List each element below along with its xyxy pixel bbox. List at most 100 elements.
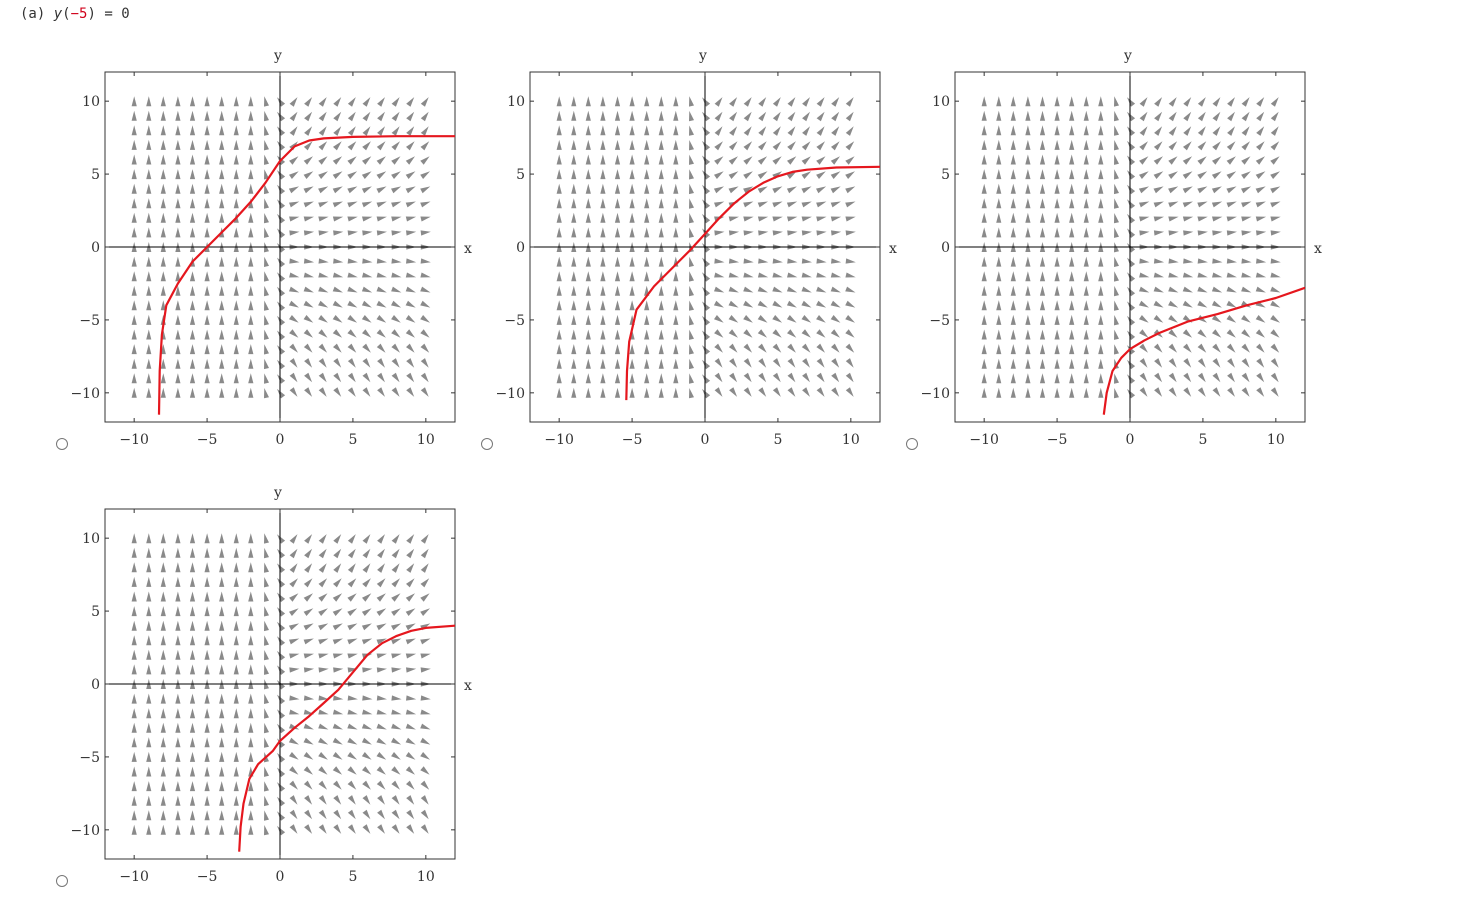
slope-arrow (658, 96, 664, 107)
slope-arrow (673, 139, 679, 150)
slope-arrow (1098, 125, 1104, 136)
slope-arrow (420, 156, 430, 165)
slope-arrow (189, 285, 196, 296)
slope-arrow (304, 358, 313, 368)
slope-arrow (571, 183, 577, 194)
slope-arrow (146, 766, 152, 777)
slope-arrow (996, 387, 1002, 398)
slope-arrow (801, 272, 812, 278)
slope-arrow (248, 183, 254, 194)
slope-arrow (845, 372, 854, 383)
slope-arrow (347, 343, 357, 353)
slope-arrow (131, 737, 137, 748)
slope-arrow (347, 97, 356, 107)
option-2[interactable]: −10 −5 0 5 10 10 5 0 −5 −10 y x (481, 40, 901, 480)
slope-arrow (714, 111, 723, 122)
slope-arrow (1039, 271, 1046, 282)
slope-arrow (1153, 156, 1163, 165)
slope-arrow (303, 578, 313, 588)
slope-arrow (996, 314, 1002, 325)
slope-arrow (264, 285, 269, 297)
slope-arrow (1182, 329, 1193, 338)
slope-arrow (219, 591, 225, 602)
slope-arrow (233, 169, 239, 180)
slope-arrow (571, 227, 577, 238)
slope-arrow (277, 170, 286, 180)
slope-arrow (1138, 300, 1149, 308)
radio-button[interactable] (56, 438, 68, 450)
slope-arrow (219, 606, 225, 617)
slope-arrow (1039, 154, 1046, 165)
slope-arrow (175, 766, 181, 777)
slope-arrow (1256, 126, 1265, 136)
slope-arrow (248, 125, 254, 136)
slope-arrow (131, 96, 137, 107)
slope-arrow (347, 286, 358, 293)
slope-arrow (614, 373, 621, 384)
slope-arrow (585, 358, 591, 369)
slope-arrow (1127, 228, 1136, 238)
slope-arrow (673, 154, 679, 165)
slope-arrow (303, 766, 313, 775)
x-axis-label: x (464, 678, 472, 694)
y-tick-label: −5 (79, 750, 100, 766)
slope-arrow (845, 186, 856, 194)
slope-arrow (146, 533, 152, 544)
slope-arrow (264, 591, 269, 602)
slope-arrow (644, 198, 650, 209)
slope-arrow (1139, 358, 1148, 368)
y-tick-label: 0 (516, 240, 525, 256)
slope-arrow (1098, 256, 1104, 267)
slope-arrow (146, 212, 152, 223)
slope-arrow (264, 781, 269, 792)
slope-arrow (981, 314, 987, 325)
slope-arrow (377, 97, 385, 107)
slope-arrow (289, 638, 300, 645)
slope-arrow (405, 286, 416, 293)
slope-arrow (743, 343, 753, 353)
slope-arrow (362, 230, 373, 236)
slope-arrow (233, 824, 239, 835)
slope-arrow (420, 766, 430, 775)
slope-arrow (845, 300, 856, 308)
slope-arrow (160, 300, 166, 311)
slope-arrow (131, 256, 137, 267)
slope-arrow (175, 256, 181, 267)
slope-arrow (420, 667, 431, 673)
slope-arrow (1098, 300, 1104, 311)
slope-arrow (248, 169, 254, 180)
slope-arrow (644, 227, 650, 238)
slope-arrow (391, 343, 400, 353)
slope-arrow (1255, 315, 1266, 323)
slope-arrow (406, 809, 415, 820)
radio-button[interactable] (481, 438, 493, 450)
slope-arrow (702, 111, 711, 122)
slope-arrow (816, 372, 825, 383)
slope-arrow (658, 154, 664, 165)
slope-arrow (571, 344, 577, 355)
slope-arrow (728, 216, 739, 222)
option-3[interactable]: −10 −5 0 5 10 10 5 0 −5 −10 y x (906, 40, 1326, 480)
slope-arrow (714, 126, 723, 136)
radio-button[interactable] (56, 875, 68, 887)
radio-button[interactable] (906, 438, 918, 450)
option-1[interactable]: −10 −5 0 5 10 10 5 0 −5 −10 y x (56, 40, 476, 480)
slope-arrow (996, 169, 1002, 180)
slope-arrow (1211, 286, 1223, 293)
slope-arrow (189, 373, 196, 384)
slope-arrow (845, 286, 856, 293)
slope-arrow (289, 824, 298, 834)
slope-arrow (391, 824, 400, 834)
slope-arrow (585, 154, 591, 165)
slope-arrow (585, 329, 591, 340)
option-4[interactable]: −10 −5 0 5 10 10 5 0 −5 −10 y x (56, 477, 476, 917)
slope-arrow (160, 606, 166, 617)
slope-arrow (689, 285, 694, 297)
slope-arrow (600, 227, 606, 238)
slope-arrow (571, 256, 577, 267)
slope-arrow (801, 329, 811, 338)
slope-arrow (1168, 286, 1179, 293)
slope-arrow (1069, 271, 1075, 282)
slope-arrow (787, 329, 797, 338)
slope-arrow (1069, 285, 1075, 296)
